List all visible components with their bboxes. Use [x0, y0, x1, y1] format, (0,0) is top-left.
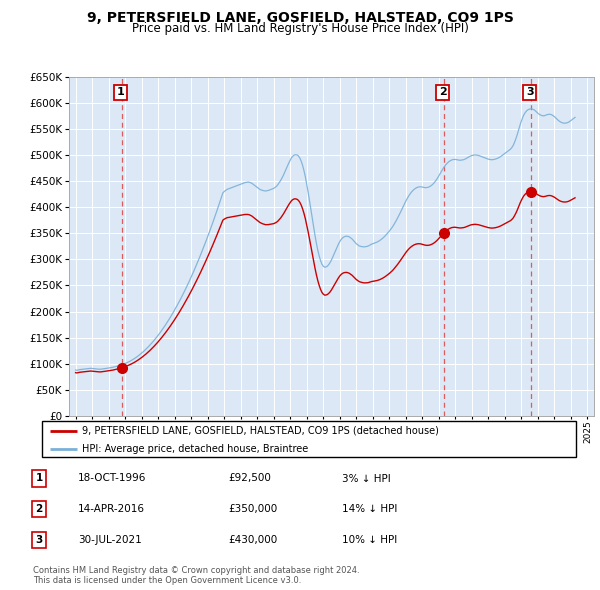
Text: 30-JUL-2021: 30-JUL-2021 [78, 535, 142, 545]
Text: 3: 3 [526, 87, 533, 97]
Text: 2: 2 [439, 87, 446, 97]
Text: 18-OCT-1996: 18-OCT-1996 [78, 474, 146, 483]
Text: 9, PETERSFIELD LANE, GOSFIELD, HALSTEAD, CO9 1PS (detached house): 9, PETERSFIELD LANE, GOSFIELD, HALSTEAD,… [82, 426, 439, 436]
Text: Contains HM Land Registry data © Crown copyright and database right 2024.
This d: Contains HM Land Registry data © Crown c… [33, 566, 359, 585]
Text: 3: 3 [35, 535, 43, 545]
Text: HPI: Average price, detached house, Braintree: HPI: Average price, detached house, Brai… [82, 444, 308, 454]
Text: £92,500: £92,500 [228, 474, 271, 483]
Text: 9, PETERSFIELD LANE, GOSFIELD, HALSTEAD, CO9 1PS: 9, PETERSFIELD LANE, GOSFIELD, HALSTEAD,… [86, 11, 514, 25]
Text: 14-APR-2016: 14-APR-2016 [78, 504, 145, 514]
Text: 10% ↓ HPI: 10% ↓ HPI [342, 535, 397, 545]
Text: 1: 1 [117, 87, 124, 97]
FancyBboxPatch shape [42, 421, 576, 457]
Text: 2: 2 [35, 504, 43, 514]
Text: 14% ↓ HPI: 14% ↓ HPI [342, 504, 397, 514]
Text: 1: 1 [35, 474, 43, 483]
Text: £350,000: £350,000 [228, 504, 277, 514]
Text: £430,000: £430,000 [228, 535, 277, 545]
Text: 3% ↓ HPI: 3% ↓ HPI [342, 474, 391, 483]
Text: Price paid vs. HM Land Registry's House Price Index (HPI): Price paid vs. HM Land Registry's House … [131, 22, 469, 35]
